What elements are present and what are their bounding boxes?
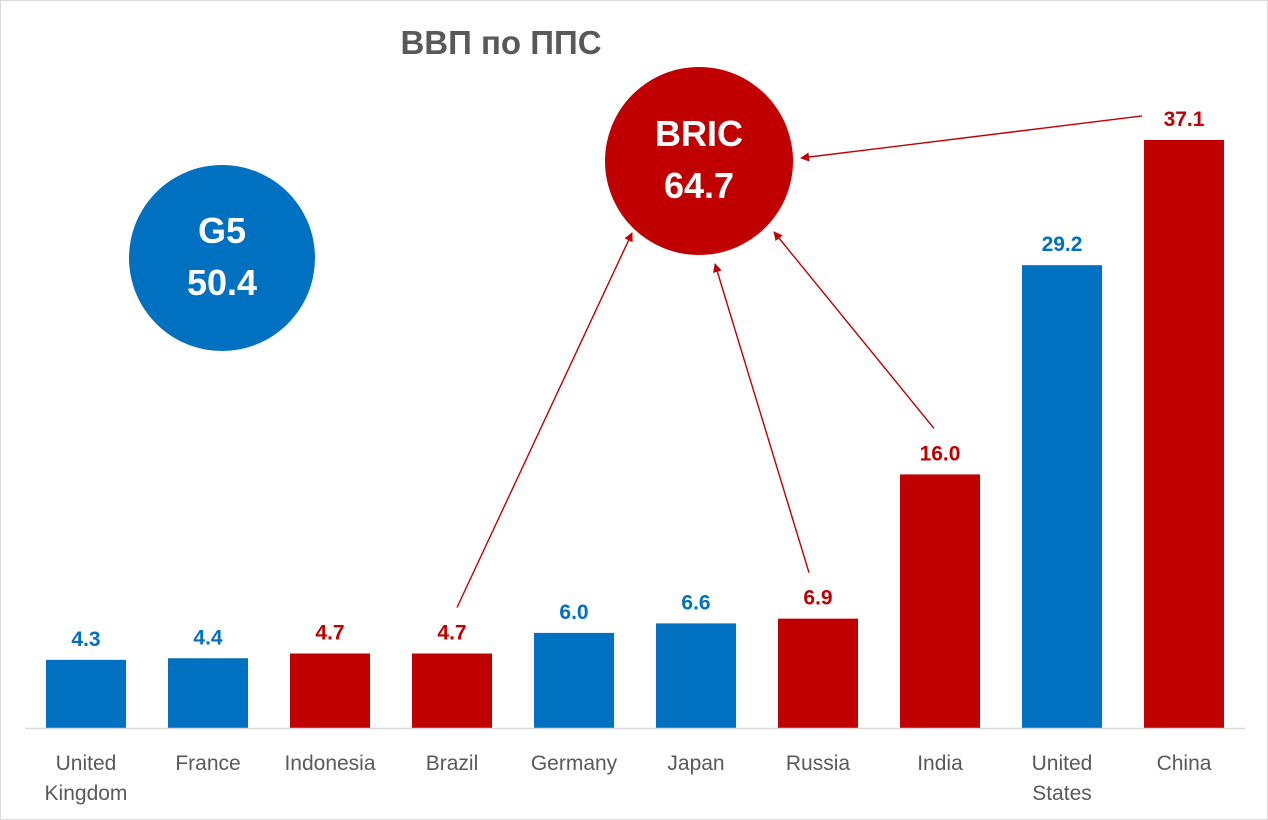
value-label-france: 4.4: [193, 626, 223, 649]
value-label-china: 37.1: [1164, 108, 1205, 131]
bric-bubble-value: 64.7: [664, 165, 734, 206]
group-bubbles: G5 50.4 BRIC 64.7: [129, 67, 793, 351]
bar-japan: [656, 623, 736, 728]
value-label-united-states: 29.2: [1042, 233, 1083, 256]
arrow-india-to-bric: [773, 231, 935, 429]
bar-united-kingdom: [46, 659, 126, 728]
value-labels: 4.3 4.4 4.7 4.7 6.0 6.6 6.9 16.0 29.2 37.1: [71, 108, 1204, 651]
g5-bubble: G5 50.4: [129, 165, 315, 351]
bar-germany: [534, 632, 614, 728]
tick-label-united-kingdom: United Kingdom: [45, 752, 128, 805]
tick-label-japan: Japan: [667, 752, 724, 775]
arrow-russia-to-bric: [713, 263, 810, 573]
bar-brazil: [412, 653, 492, 728]
value-label-japan: 6.6: [681, 591, 710, 614]
bric-circle: [605, 67, 793, 255]
tick-label-china: China: [1157, 752, 1212, 775]
chart-title: ВВП по ППС: [400, 24, 601, 61]
category-tick-labels: United Kingdom France Indonesia Brazil German…: [45, 752, 1212, 805]
value-label-india: 16.0: [920, 442, 961, 465]
tick-label-india: India: [917, 752, 963, 775]
bars: [46, 139, 1224, 729]
g5-circle: [129, 165, 315, 351]
g5-bubble-value: 50.4: [187, 262, 257, 303]
bric-bubble-name: BRIC: [655, 113, 743, 154]
tick-label-germany: Germany: [531, 752, 618, 775]
arrow-brazil-to-bric: [456, 232, 633, 608]
bar-united-states: [1022, 265, 1102, 728]
tick-label-united-states: United States: [1032, 752, 1093, 805]
bar-china: [1144, 139, 1224, 729]
value-label-russia: 6.9: [803, 587, 832, 610]
tick-label-france: France: [175, 752, 240, 775]
value-label-brazil: 4.7: [437, 622, 466, 645]
bar-france: [168, 658, 248, 728]
bric-bubble: BRIC 64.7: [605, 67, 793, 255]
bar-india: [900, 474, 980, 728]
value-label-indonesia: 4.7: [315, 622, 344, 645]
value-label-germany: 6.0: [559, 601, 588, 624]
tick-label-indonesia: Indonesia: [284, 752, 375, 775]
bric-arrows: [456, 115, 1143, 608]
arrow-china-to-bric: [800, 115, 1143, 162]
bar-indonesia: [290, 653, 370, 728]
tick-label-russia: Russia: [786, 752, 851, 775]
tick-label-brazil: Brazil: [426, 752, 479, 775]
bar-russia: [778, 618, 858, 728]
value-label-united-kingdom: 4.3: [71, 628, 100, 651]
g5-bubble-name: G5: [198, 210, 246, 251]
